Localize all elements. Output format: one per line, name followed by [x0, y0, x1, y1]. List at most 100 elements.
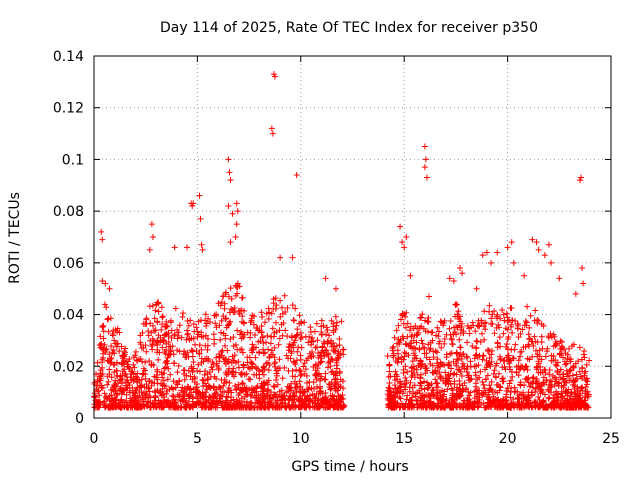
data-point — [481, 308, 488, 315]
data-point — [283, 389, 290, 396]
data-point — [163, 330, 170, 337]
data-point — [386, 368, 393, 375]
data-point — [132, 348, 139, 355]
data-point — [402, 340, 409, 347]
data-point — [546, 381, 553, 388]
data-point — [104, 357, 111, 364]
data-point — [251, 313, 258, 320]
data-point — [139, 329, 146, 336]
data-point — [258, 323, 265, 330]
data-point — [277, 297, 284, 304]
data-point — [504, 244, 511, 251]
data-point — [287, 355, 294, 362]
data-point — [181, 367, 188, 374]
data-point — [422, 156, 429, 163]
data-point — [469, 343, 476, 350]
data-point — [485, 308, 492, 315]
data-point — [505, 385, 512, 392]
data-point — [111, 337, 118, 344]
data-point — [136, 377, 143, 384]
data-point — [472, 369, 479, 376]
data-point — [178, 334, 185, 341]
data-point — [239, 380, 246, 387]
data-point — [395, 336, 402, 343]
data-point — [508, 404, 515, 411]
data-point — [322, 376, 329, 383]
data-point — [153, 374, 160, 381]
data-point — [447, 350, 454, 357]
data-point — [295, 344, 302, 351]
data-point — [267, 395, 274, 402]
data-point — [425, 399, 432, 406]
data-point — [264, 387, 271, 394]
data-point — [497, 356, 504, 363]
data-point — [203, 400, 210, 407]
data-point — [541, 381, 548, 388]
data-point — [403, 341, 410, 348]
data-point — [265, 346, 272, 353]
data-point — [425, 384, 432, 391]
data-point — [223, 398, 230, 405]
data-point — [116, 348, 123, 355]
data-point — [519, 400, 526, 407]
data-point — [337, 376, 344, 383]
data-point — [485, 391, 492, 398]
data-point — [471, 388, 478, 395]
data-point — [307, 324, 314, 331]
data-point — [443, 351, 450, 358]
data-point — [185, 393, 192, 400]
data-point — [550, 391, 557, 398]
data-point — [200, 377, 207, 384]
data-point — [221, 380, 228, 387]
data-point — [265, 386, 272, 393]
data-point — [457, 265, 464, 272]
data-point — [406, 327, 413, 334]
data-point — [248, 359, 255, 366]
data-point — [241, 385, 248, 392]
data-point — [106, 285, 113, 292]
data-point — [425, 314, 432, 321]
data-point — [414, 371, 421, 378]
data-point — [98, 228, 105, 235]
data-point — [132, 387, 139, 394]
data-point — [100, 322, 107, 329]
data-point — [509, 373, 516, 380]
data-point — [526, 383, 533, 390]
data-point — [581, 348, 588, 355]
data-point — [488, 378, 495, 385]
data-point — [480, 353, 487, 360]
data-point — [426, 293, 433, 300]
data-point — [213, 375, 220, 382]
data-point — [169, 343, 176, 350]
data-point — [206, 319, 213, 326]
data-point — [572, 290, 579, 297]
data-point — [310, 379, 317, 386]
data-point — [303, 372, 310, 379]
data-point — [331, 343, 338, 350]
data-point — [318, 358, 325, 365]
data-point — [234, 403, 241, 410]
data-point — [569, 372, 576, 379]
data-point — [319, 401, 326, 408]
y-tick-label: 0.06 — [53, 256, 84, 272]
data-point — [396, 341, 403, 348]
data-point — [226, 320, 233, 327]
data-point — [285, 402, 292, 409]
data-point — [426, 346, 433, 353]
data-point — [194, 367, 201, 374]
data-point — [403, 377, 410, 384]
data-point — [140, 401, 147, 408]
data-point — [553, 376, 560, 383]
data-point — [435, 395, 442, 402]
data-point — [555, 401, 562, 408]
data-point — [455, 308, 462, 315]
data-point — [494, 339, 501, 346]
data-point — [542, 366, 549, 373]
data-point — [123, 374, 130, 381]
data-point — [117, 372, 124, 379]
data-point — [210, 331, 217, 338]
data-point — [546, 371, 553, 378]
data-point — [244, 329, 251, 336]
data-point — [162, 359, 169, 366]
data-point — [397, 395, 404, 402]
